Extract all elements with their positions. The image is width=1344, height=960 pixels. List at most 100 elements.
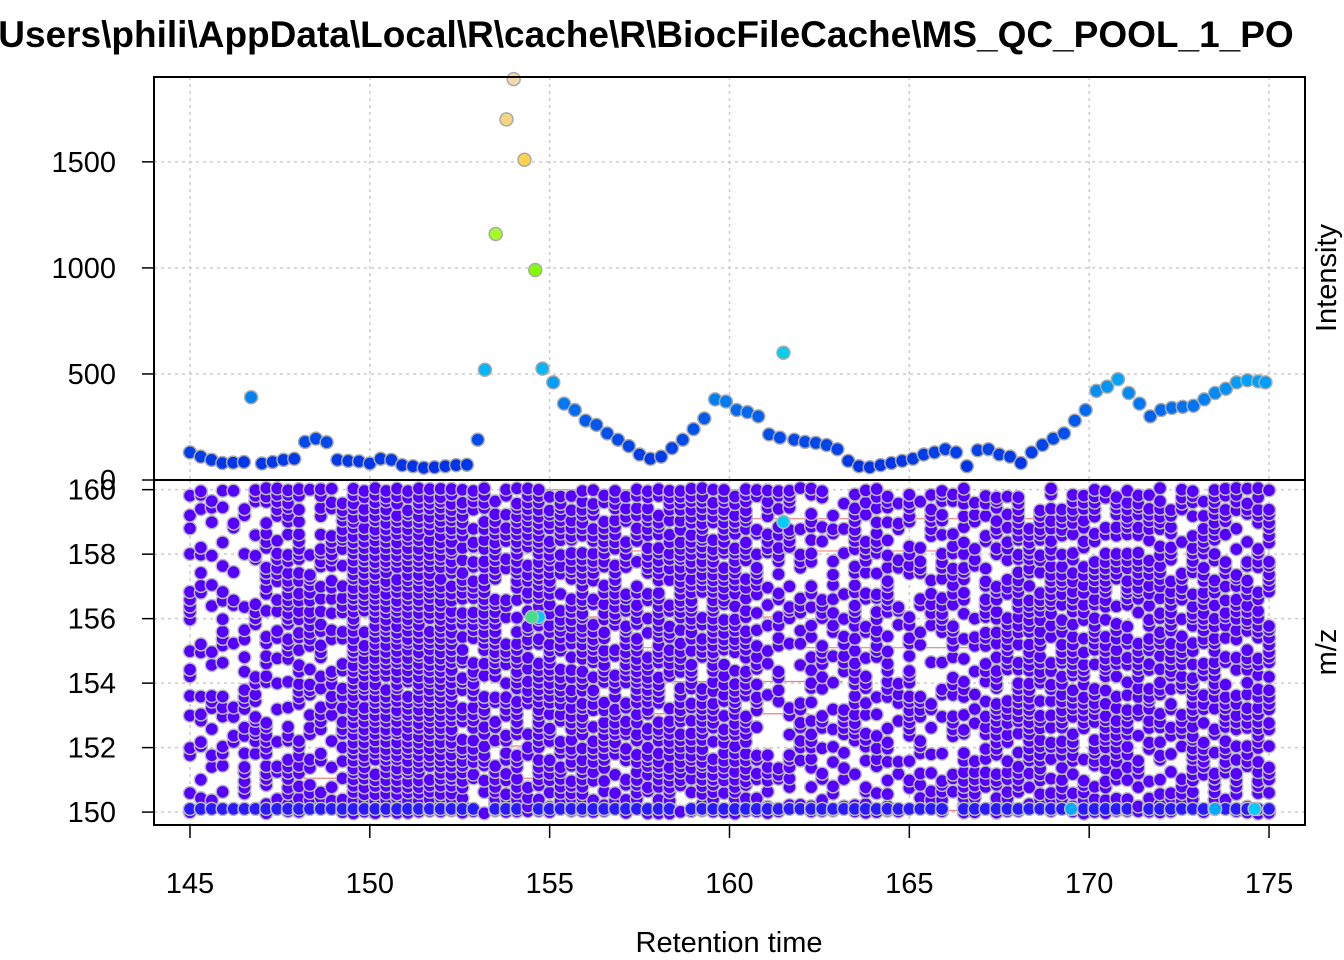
intensity-point (610, 432, 626, 447)
mz-point (1207, 546, 1222, 562)
mz-point (1011, 489, 1026, 505)
intensity-point (686, 421, 701, 437)
mz-point (1239, 573, 1255, 588)
intensity-point (506, 71, 521, 87)
bottom-y-tick-label: 150 (68, 797, 116, 829)
mz-point (869, 728, 884, 744)
mz-point (1261, 502, 1277, 517)
mz-point (542, 721, 557, 736)
mz-point (1261, 483, 1277, 498)
mz-point (716, 482, 732, 498)
mz-highlight-point (1207, 801, 1223, 817)
mz-point (193, 637, 209, 652)
mz-point (967, 541, 982, 557)
intensity-point (776, 345, 791, 360)
mz-point (814, 766, 830, 781)
mz-point (324, 481, 339, 496)
intensity-point (1121, 385, 1137, 401)
mz-point (204, 721, 220, 737)
intensity-point (653, 449, 669, 464)
mz-point (237, 622, 252, 638)
mz-point (248, 709, 263, 725)
mz-point (814, 534, 830, 549)
mz-point (782, 579, 797, 594)
mz-point (313, 638, 329, 653)
mz-point (291, 527, 307, 542)
mz-point (531, 482, 547, 497)
mz-point (1174, 629, 1190, 644)
mz-point (956, 722, 972, 738)
mz-point (1152, 493, 1168, 509)
mz-point (487, 758, 503, 774)
intensity-point (488, 226, 503, 242)
mz-point (324, 733, 339, 749)
mz-highlight-point (1063, 801, 1079, 817)
bottom-panel-points (182, 480, 1277, 821)
bottom-y-tick-label: 158 (68, 539, 116, 571)
mz-point (193, 772, 209, 787)
intensity-point (830, 441, 845, 457)
mz-point (542, 753, 557, 768)
intensity-point (243, 390, 259, 405)
mz-point (1196, 560, 1211, 575)
mz-point (1261, 785, 1277, 801)
mz-point (1185, 483, 1200, 499)
mz-point (825, 675, 841, 690)
mz-point (880, 573, 895, 589)
mz-point (204, 577, 220, 593)
mz-point (1261, 801, 1277, 817)
mz-point (923, 720, 939, 736)
mz-point (956, 535, 972, 550)
intensity-point (1024, 445, 1039, 460)
mz-point (280, 719, 296, 735)
bottom-y-tick-label: 160 (68, 475, 116, 507)
mz-point (912, 733, 928, 749)
intensity-point (1110, 372, 1126, 387)
mz-point (825, 605, 841, 621)
mz-point (193, 565, 209, 581)
mz-point (1261, 715, 1277, 731)
mz-point (945, 526, 961, 542)
intensity-point (1197, 392, 1212, 407)
mz-point (912, 625, 928, 640)
mz-point (248, 597, 263, 612)
mz-point (193, 540, 209, 555)
bottom-y-tick-label: 156 (68, 604, 116, 636)
x-tick-label: 160 (705, 868, 753, 900)
mz-point (880, 644, 895, 659)
mz-point (956, 481, 972, 496)
intensity-point (499, 112, 514, 127)
mz-point (226, 564, 241, 580)
intensity-point (1078, 402, 1093, 418)
mz-point (803, 695, 819, 710)
intensity-point (772, 430, 788, 445)
mz-point (215, 584, 230, 600)
intensity-point (599, 426, 615, 441)
mz-point (215, 611, 230, 627)
mz-point (749, 560, 764, 575)
mz-point (902, 753, 917, 769)
mz-point (1163, 746, 1179, 762)
top-y-tick-label: 1500 (51, 147, 116, 179)
mz-point (749, 720, 764, 735)
mz-point (760, 580, 775, 595)
mz-point (771, 683, 786, 698)
mz-point (302, 662, 318, 677)
mz-point (967, 701, 982, 717)
mz-point (836, 760, 852, 776)
x-axis-title: Retention time (636, 927, 823, 959)
mz-point (803, 579, 819, 594)
mz-point (825, 754, 841, 770)
mz-point (509, 610, 525, 625)
mz-point (1011, 759, 1026, 775)
bottom-y-axis-title: m/z (1311, 629, 1343, 676)
mz-point (880, 489, 895, 504)
intensity-point (1056, 426, 1072, 441)
intensity-point (546, 375, 561, 390)
intensity-point (1035, 437, 1050, 453)
mz-point (967, 687, 982, 702)
mz-point (1043, 481, 1059, 496)
mz-point (803, 506, 819, 522)
mz-point (215, 624, 230, 639)
mz-point (836, 745, 852, 761)
